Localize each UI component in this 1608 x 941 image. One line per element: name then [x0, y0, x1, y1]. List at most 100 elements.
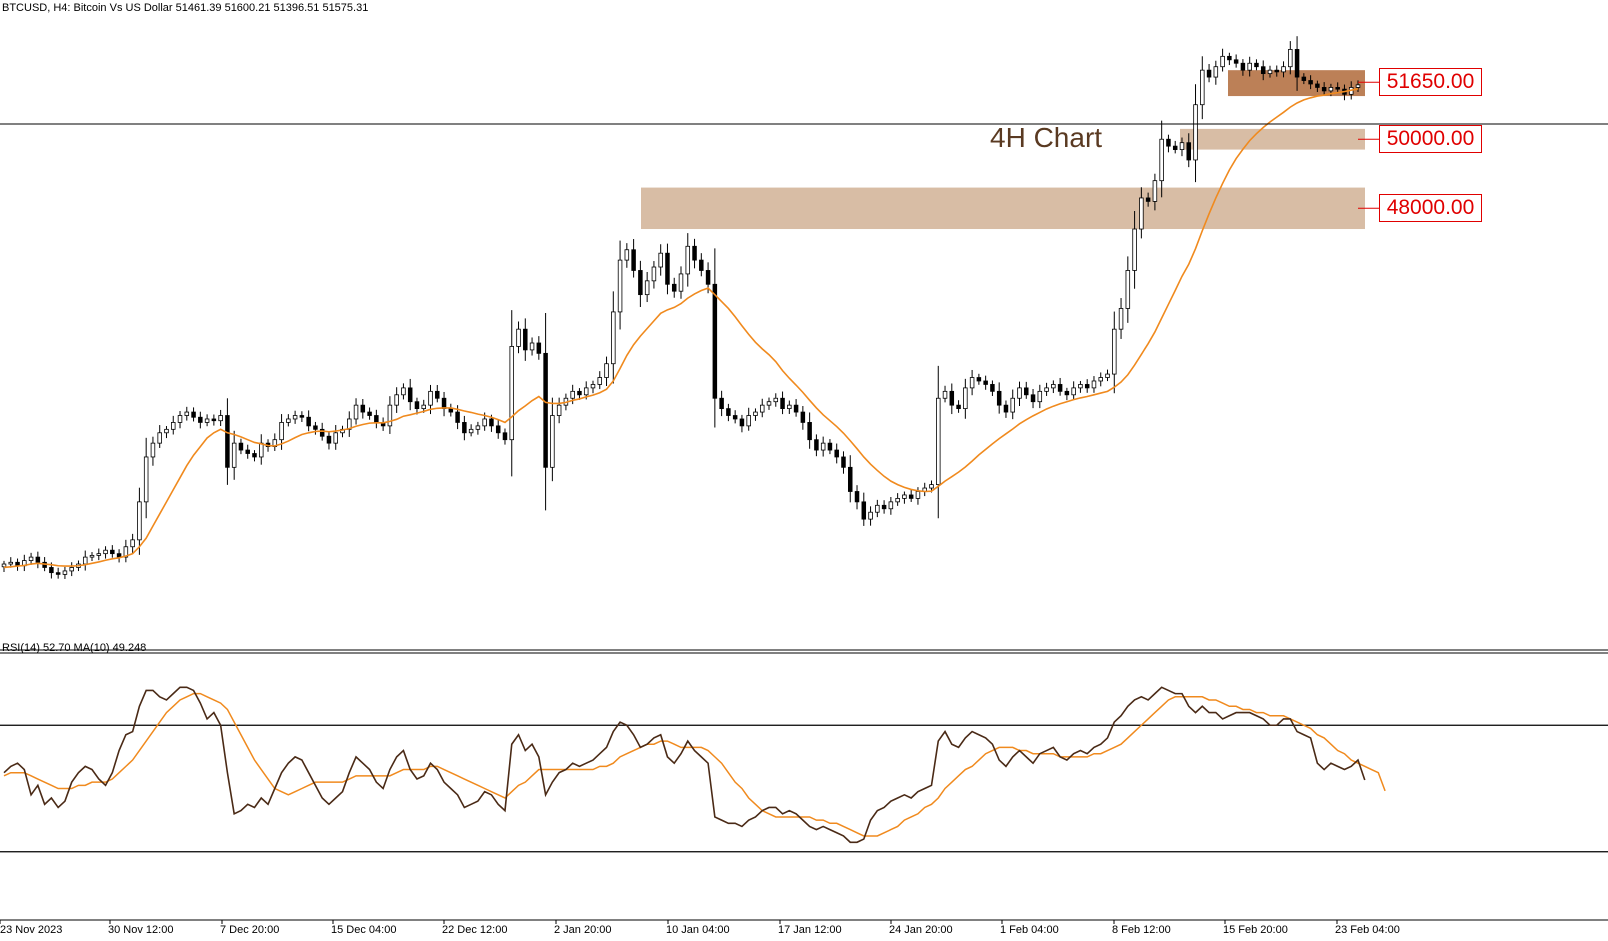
x-tick-label: 2 Jan 20:00	[554, 924, 612, 936]
candle-body	[1274, 69, 1280, 73]
candle-body	[780, 397, 785, 410]
candle-body	[1105, 373, 1110, 378]
candle-body	[1294, 49, 1300, 78]
candle-body	[1084, 384, 1090, 389]
candle-body	[1172, 145, 1178, 150]
symbol-description: Bitcoin Vs US Dollar	[73, 2, 173, 14]
candle-body	[374, 415, 379, 423]
candle-body	[414, 401, 420, 410]
zone-50000	[1180, 128, 1365, 150]
candle-body	[1240, 62, 1246, 71]
candle-body	[1030, 394, 1036, 403]
candle-body	[814, 439, 819, 451]
candle-body	[306, 416, 311, 427]
candle-body	[516, 328, 521, 347]
candle-body	[820, 442, 826, 451]
candle-body	[963, 387, 968, 410]
candle-body	[69, 567, 74, 572]
candle-body	[888, 501, 894, 510]
candle-body	[184, 411, 190, 416]
candle-body	[834, 449, 839, 458]
candle-body	[787, 404, 792, 410]
candle-body	[1200, 69, 1205, 106]
candle-body	[482, 418, 487, 427]
candle-body	[712, 283, 718, 399]
candle-body	[699, 259, 704, 271]
candle-body	[678, 273, 684, 292]
candle-body	[577, 390, 582, 396]
candle-body	[739, 418, 745, 427]
candle-body	[556, 404, 562, 416]
candle-body	[719, 397, 724, 410]
candle-body	[299, 415, 305, 418]
x-tick-label: 22 Dec 12:00	[442, 924, 508, 936]
candle-body	[170, 422, 176, 430]
candle-body	[705, 270, 711, 285]
candle-body	[827, 442, 833, 451]
level-connectors	[1358, 81, 1379, 209]
candle-body	[123, 546, 129, 558]
candle-body	[1064, 390, 1070, 396]
candle-body	[996, 390, 1002, 406]
candle-body	[1037, 390, 1043, 403]
x-tick-label: 1 Feb 04:00	[1000, 924, 1059, 936]
candle-body	[895, 498, 900, 503]
candle-body	[286, 418, 291, 423]
candle-body	[590, 384, 596, 389]
candle-body	[1193, 104, 1198, 161]
candle-body	[976, 377, 982, 382]
candle-body	[1288, 49, 1293, 68]
candle-body	[238, 442, 244, 451]
chart-header: BTCUSD, H4: Bitcoin Vs US Dollar 51461.3…	[2, 2, 368, 14]
candle-body	[333, 432, 338, 444]
moving-average-line	[3, 88, 1359, 569]
candle-body	[455, 411, 460, 423]
x-tick-label: 17 Jan 12:00	[778, 924, 842, 936]
candle-body	[319, 428, 325, 437]
candle-body	[990, 384, 995, 392]
x-tick-label: 23 Nov 2023	[0, 924, 63, 936]
candle-body	[353, 404, 359, 420]
candle-body	[1233, 59, 1239, 64]
candle-body	[570, 390, 575, 399]
candle-body	[685, 245, 691, 275]
candle-body	[773, 397, 779, 403]
candle-body	[502, 432, 508, 441]
candle-body	[854, 491, 860, 503]
candle-body	[55, 572, 61, 575]
candle-body	[651, 266, 657, 282]
candle-body	[313, 425, 318, 430]
candle-body	[326, 435, 332, 444]
candle-body	[1179, 142, 1185, 150]
candle-body	[1091, 380, 1097, 389]
candle-body	[617, 259, 623, 313]
candle-body	[543, 352, 548, 468]
candle-body	[942, 390, 948, 399]
candle-body	[448, 408, 454, 413]
candle-body	[1071, 387, 1076, 396]
candle-body	[1227, 55, 1232, 61]
candle-body	[1125, 270, 1131, 309]
candle-body	[1166, 138, 1171, 147]
price-zones	[641, 70, 1365, 230]
candle-body	[1254, 62, 1259, 68]
candle-body	[1057, 384, 1063, 392]
candle-body	[164, 428, 169, 434]
candle-body	[766, 401, 772, 406]
candle-body	[292, 415, 298, 420]
candle-body	[1010, 397, 1015, 413]
candle-body	[279, 422, 284, 441]
candle-body	[1260, 66, 1266, 75]
candle-body	[441, 397, 447, 410]
candle-body	[157, 432, 162, 444]
candle-body	[1281, 66, 1286, 73]
candle-body	[394, 394, 399, 406]
candle-body	[1308, 80, 1313, 85]
x-tick-label: 30 Nov 12:00	[108, 924, 174, 936]
candle-body	[28, 556, 34, 561]
candle-body	[489, 418, 494, 427]
candle-body	[875, 504, 880, 513]
candle-body	[225, 415, 230, 468]
candle-body	[915, 491, 921, 499]
